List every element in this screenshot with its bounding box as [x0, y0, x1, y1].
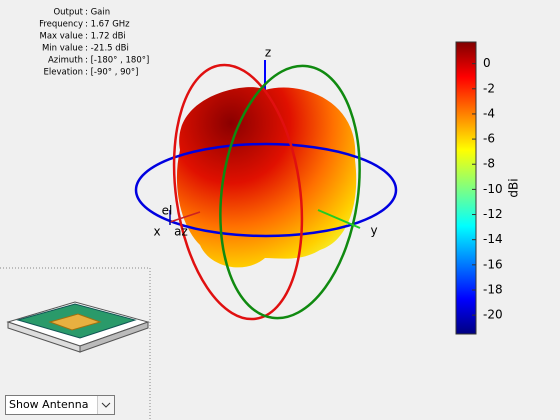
colorbar-tick-label: -4	[483, 106, 495, 120]
colorbar-tick-label: -8	[483, 157, 495, 171]
colorbar-tick-label: -16	[483, 257, 503, 271]
colorbar-tick-label: -6	[483, 132, 495, 146]
colorbar-tick-label: -20	[483, 308, 503, 322]
colorbar-label: dBi	[507, 178, 521, 197]
info-value: : [-90° , 90°]	[85, 68, 139, 78]
info-value: : [-180° , 180°]	[85, 56, 149, 66]
info-value: : 1.72 dBi	[85, 32, 126, 42]
colorbar-tick-label: -2	[483, 81, 495, 95]
info-label: Output	[53, 8, 83, 18]
pattern	[134, 60, 398, 321]
colorbar	[455, 41, 477, 335]
antenna-icon	[6, 301, 150, 353]
colorbar-tick-label: -14	[483, 232, 503, 246]
axis-label: z	[265, 46, 271, 60]
colorbar-tick-label: 0	[483, 56, 491, 70]
info-value: : 1.67 GHz	[85, 20, 130, 30]
colorbar-tick-label: -18	[483, 282, 503, 296]
colorbar-tick-label: -12	[483, 207, 503, 221]
info-value: : -21.5 dBi	[85, 44, 129, 54]
dropdown[interactable]: Show Antenna	[5, 395, 115, 415]
axis-label: el	[162, 204, 173, 218]
info-label: Azimuth	[48, 56, 83, 66]
info-label: Min value	[42, 44, 83, 54]
dropdown-text[interactable]: Show Antenna	[9, 398, 89, 411]
colorbar-tick-label: -10	[483, 182, 503, 196]
axis-label: az	[174, 225, 188, 239]
info-label: Frequency	[39, 20, 83, 30]
info-label: Elevation	[44, 68, 83, 78]
axis-label: x	[153, 225, 160, 239]
axis-label: y	[370, 224, 377, 238]
info-value: : Gain	[85, 8, 110, 18]
dropdown-arrow[interactable]	[97, 396, 114, 414]
info-label: Max value	[40, 32, 84, 42]
